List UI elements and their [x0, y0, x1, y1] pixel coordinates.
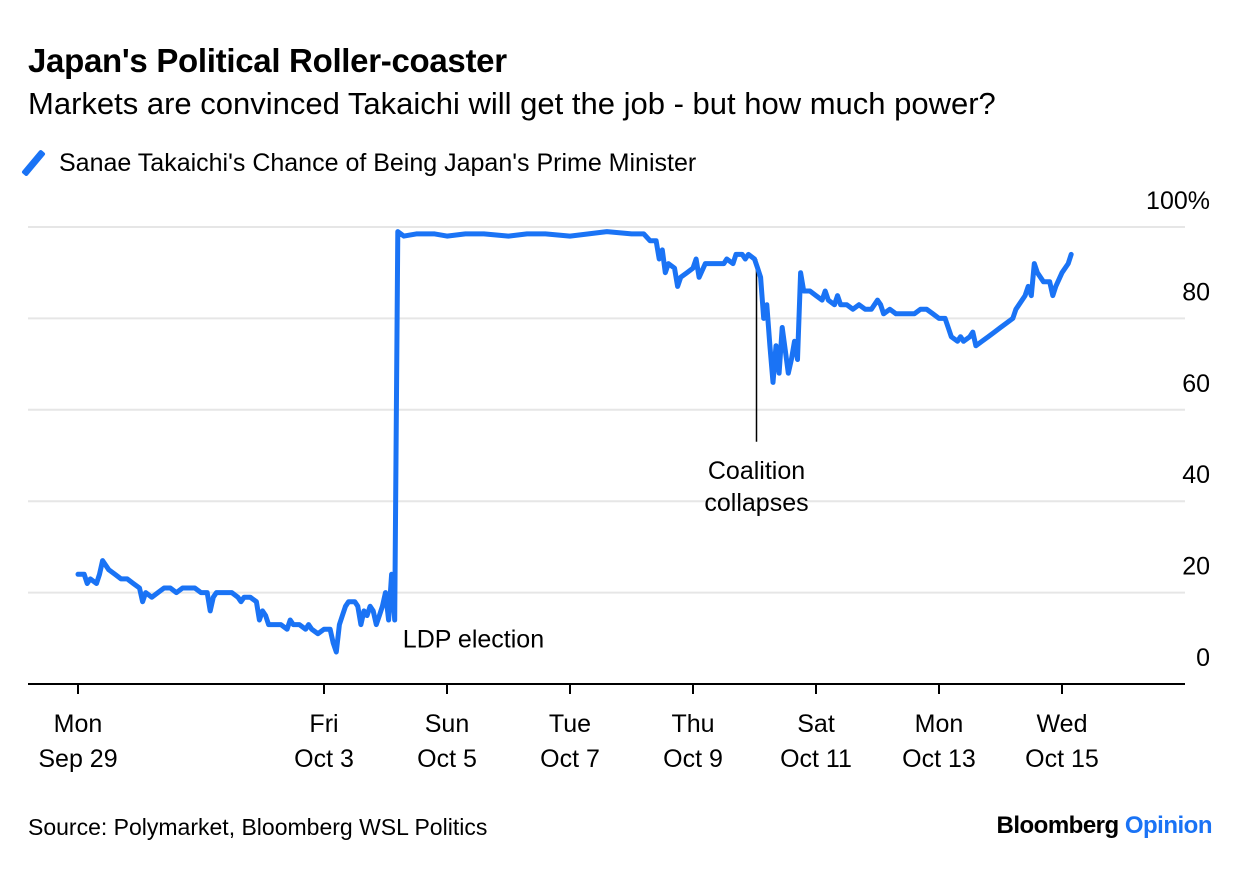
y-tick-label: 0 — [1196, 644, 1210, 672]
y-tick-label: 100% — [1146, 187, 1210, 215]
series-line-takaichi-chance — [75, 229, 1074, 655]
legend-label: Sanae Takaichi's Chance of Being Japan's… — [59, 148, 697, 177]
x-tick-label-date: Oct 11 — [780, 745, 852, 773]
x-tick-label-day: Mon — [915, 710, 964, 738]
x-tick-label-day: Thu — [671, 710, 714, 738]
x-tick-label-day: Fri — [309, 710, 338, 738]
x-tick-label-date: Oct 5 — [417, 745, 477, 773]
x-tick-label-day: Sun — [425, 710, 469, 738]
x-tick-label-day: Sat — [797, 710, 835, 738]
source-note: Source: Polymarket, Bloomberg WSL Politi… — [28, 814, 488, 840]
annotation-coalition-collapses: collapses — [704, 489, 808, 517]
annotation-coalition-collapses: Coalition — [708, 457, 805, 485]
x-tick-label-date: Oct 13 — [902, 745, 976, 773]
chart-title: Japan's Political Roller-coaster — [28, 42, 507, 79]
y-tick-label: 20 — [1182, 553, 1210, 581]
brand-name: Bloomberg — [996, 812, 1120, 839]
x-tick-label-day: Tue — [549, 710, 591, 738]
brand-logo: Bloomberg Opinion — [997, 812, 1213, 840]
legend: Sanae Takaichi's Chance of Being Japan's… — [21, 148, 697, 178]
x-tick-label-day: Wed — [1037, 710, 1088, 738]
y-tick-label: 80 — [1182, 278, 1210, 306]
chart-subtitle: Markets are convinced Takaichi will get … — [28, 86, 996, 121]
x-tick-label-date: Oct 3 — [294, 745, 354, 773]
x-tick-label-day: Mon — [54, 710, 103, 738]
brand-section: Opinion — [1124, 812, 1213, 839]
x-tick-label-date: Oct 7 — [540, 745, 600, 773]
annotation-ldp-election: LDP election — [403, 625, 544, 653]
x-tick-label-date: Oct 15 — [1025, 745, 1099, 773]
x-tick-label-date: Oct 9 — [663, 745, 723, 773]
y-tick-label: 40 — [1182, 461, 1210, 489]
y-tick-label: 60 — [1182, 370, 1210, 398]
x-tick-label-date: Sep 29 — [38, 745, 117, 773]
